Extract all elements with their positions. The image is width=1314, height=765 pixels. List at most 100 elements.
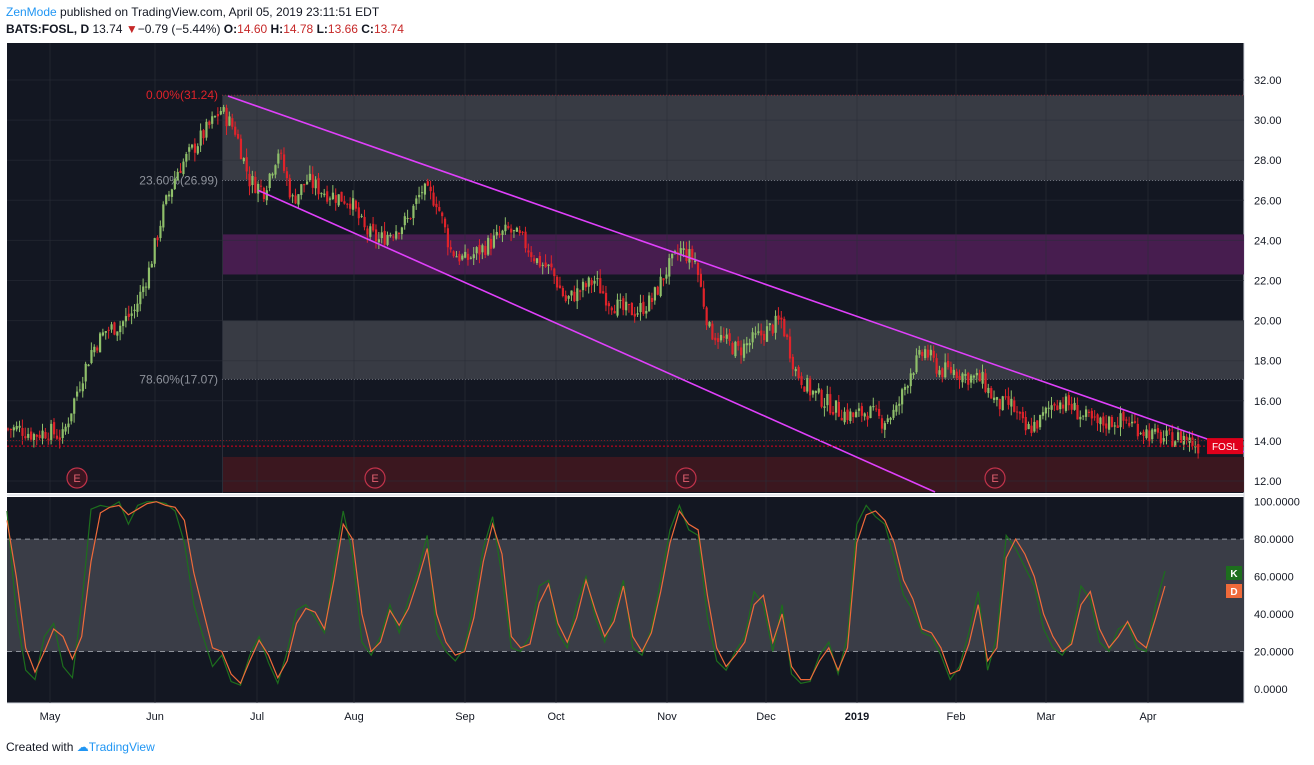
candle-body xyxy=(392,236,395,238)
candle-body xyxy=(711,323,714,340)
zone-0 xyxy=(222,95,1244,181)
candle-body xyxy=(705,307,708,326)
candle-body xyxy=(216,113,220,117)
candle-body xyxy=(570,290,573,296)
candle-body xyxy=(44,432,47,439)
candle-body xyxy=(745,343,748,346)
candle-body xyxy=(133,309,136,311)
candle-body xyxy=(944,362,947,378)
candle-body xyxy=(814,390,817,393)
candle-body xyxy=(929,349,932,356)
created-with-text: Created with xyxy=(6,740,74,754)
candle-body xyxy=(225,107,228,127)
candle-body xyxy=(1076,404,1079,420)
candle-body xyxy=(18,425,21,428)
candle-body xyxy=(1133,421,1137,423)
candle-body xyxy=(811,390,815,395)
candle-body xyxy=(124,316,128,322)
candle-body xyxy=(935,358,938,374)
candle-body xyxy=(1056,405,1059,411)
candle-body xyxy=(1179,431,1183,443)
candle-body xyxy=(995,397,999,400)
candle-body xyxy=(104,331,107,333)
candle-body xyxy=(869,406,872,419)
price-tick-label: 14.00 xyxy=(1254,436,1282,448)
candle-body xyxy=(964,373,967,376)
candle-body xyxy=(958,375,961,380)
candle-body xyxy=(1044,407,1047,414)
candle-body xyxy=(788,336,792,359)
candle-body xyxy=(748,342,751,346)
candle-body xyxy=(786,334,789,338)
candle-body xyxy=(1139,433,1142,435)
candle-body xyxy=(400,227,404,235)
candle-body xyxy=(998,399,1001,410)
candle-body xyxy=(521,231,524,233)
ohlc-line: BATS:FOSL, D 13.74 ▼−0.79 (−5.44%) O:14.… xyxy=(6,22,404,36)
price-tick-label: 12.00 xyxy=(1254,476,1282,488)
candle-body xyxy=(970,375,973,383)
candle-body xyxy=(139,291,142,305)
tradingview-brand[interactable]: TradingView xyxy=(88,740,155,754)
candle-body xyxy=(1159,431,1162,444)
candle-body xyxy=(722,336,725,338)
candle-body xyxy=(702,288,705,307)
candle-body xyxy=(533,258,536,262)
candle-body xyxy=(75,391,79,397)
candle-body xyxy=(903,386,907,390)
candle-body xyxy=(1050,405,1053,410)
candle-body xyxy=(1191,437,1194,447)
candle-body xyxy=(337,194,340,206)
author-name[interactable]: ZenMode xyxy=(6,5,57,19)
candle-body xyxy=(1142,431,1145,436)
candle-body xyxy=(665,274,668,279)
candle-body xyxy=(515,227,519,232)
candle-body xyxy=(389,234,392,237)
candle-body xyxy=(231,118,234,127)
candle-body xyxy=(510,228,513,233)
candle-body xyxy=(271,173,274,176)
candle-body xyxy=(921,351,924,357)
candle-body xyxy=(1039,415,1042,428)
candle-body xyxy=(530,252,533,258)
candle-body xyxy=(58,437,61,440)
candle-body xyxy=(820,389,823,407)
candle-body xyxy=(507,225,510,229)
osc-tick-label: 60.0000 xyxy=(1254,572,1294,584)
candle-body xyxy=(320,193,323,195)
earnings-marker-icon xyxy=(66,467,88,489)
candle-body xyxy=(961,373,964,383)
candle-body xyxy=(15,426,18,430)
candle-body xyxy=(967,372,970,385)
candle-body xyxy=(952,369,955,375)
candle-body xyxy=(64,426,67,432)
candle-body xyxy=(1087,411,1091,414)
candle-body xyxy=(455,256,458,258)
candle-body xyxy=(257,183,260,194)
candle-body xyxy=(642,301,645,314)
candle-body xyxy=(941,368,944,378)
time-tick-label: Sep xyxy=(455,711,475,723)
price-axis-bg xyxy=(1244,43,1314,703)
price-tick-label: 30.00 xyxy=(1254,115,1282,127)
candle-body xyxy=(685,248,688,262)
fib-label: 78.60%(17.07) xyxy=(139,372,218,386)
candle-body xyxy=(668,258,671,277)
candle-body xyxy=(300,184,303,196)
tradingview-logo-icon[interactable]: ☁ xyxy=(76,740,89,754)
candle-body xyxy=(222,107,225,112)
candle-body xyxy=(446,228,450,248)
candle-body xyxy=(803,386,806,392)
candle-body xyxy=(653,287,657,301)
candle-body xyxy=(849,411,852,422)
candle-body xyxy=(418,194,421,198)
candle-body xyxy=(167,194,171,197)
candle-body xyxy=(498,233,501,236)
candle-body xyxy=(863,413,866,417)
candle-body xyxy=(561,288,565,297)
candle-body xyxy=(1165,430,1168,437)
close-value: 13.74 xyxy=(373,22,404,36)
candle-body xyxy=(872,406,875,408)
candle-body xyxy=(932,350,935,358)
